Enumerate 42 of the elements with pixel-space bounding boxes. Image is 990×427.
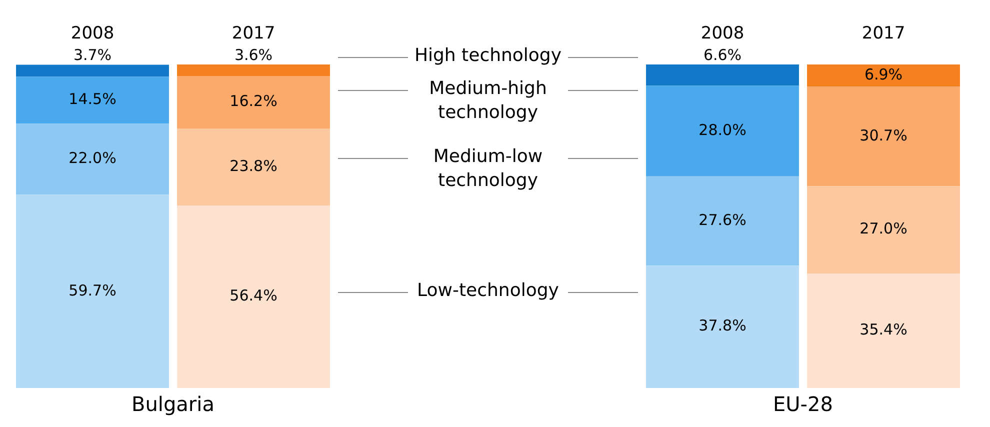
bar bbox=[177, 128, 330, 206]
bar bbox=[807, 273, 960, 388]
bar bbox=[16, 194, 169, 388]
data-label: 35.4% bbox=[860, 320, 908, 339]
data-label: 28.0% bbox=[698, 120, 746, 139]
bar bbox=[646, 176, 799, 266]
bar bbox=[16, 64, 169, 77]
text: Medium-high technology bbox=[408, 77, 568, 126]
bar bbox=[177, 205, 330, 388]
bar bbox=[177, 64, 330, 76]
bar bbox=[807, 86, 960, 186]
data-label: 3.6% bbox=[234, 46, 273, 64]
text: Low-technology bbox=[408, 279, 568, 304]
x-tick-label: 2017 bbox=[232, 24, 276, 44]
x-tick-label: 2008 bbox=[70, 24, 114, 44]
bar bbox=[807, 64, 960, 87]
data-label: 30.7% bbox=[860, 126, 908, 144]
bar bbox=[177, 76, 330, 128]
bar bbox=[16, 124, 169, 195]
text: Medium-low technology bbox=[408, 144, 568, 192]
data-label: 22.0% bbox=[68, 149, 116, 168]
bar bbox=[16, 76, 169, 124]
data-label: 3.7% bbox=[73, 46, 112, 64]
bar bbox=[646, 64, 799, 86]
data-label: 27.0% bbox=[860, 220, 908, 238]
data-label: 27.6% bbox=[698, 210, 746, 229]
x-tick-label: 2017 bbox=[862, 24, 906, 44]
bar bbox=[807, 186, 960, 274]
bar bbox=[646, 86, 799, 176]
data-label: 23.8% bbox=[230, 156, 278, 175]
data-label: 6.9% bbox=[864, 65, 903, 84]
data-label: 59.7% bbox=[68, 281, 116, 300]
x-axis-title: EU-28 bbox=[772, 392, 834, 416]
data-label: 14.5% bbox=[68, 90, 116, 108]
x-axis-title: Bulgaria bbox=[130, 392, 216, 416]
x-tick-label: 2008 bbox=[700, 24, 744, 44]
data-label: 37.8% bbox=[698, 316, 746, 335]
data-label: 16.2% bbox=[230, 92, 278, 110]
data-label: 6.6% bbox=[703, 46, 742, 64]
bar bbox=[646, 266, 799, 388]
text: High technology bbox=[408, 44, 568, 68]
data-label: 56.4% bbox=[230, 286, 278, 305]
